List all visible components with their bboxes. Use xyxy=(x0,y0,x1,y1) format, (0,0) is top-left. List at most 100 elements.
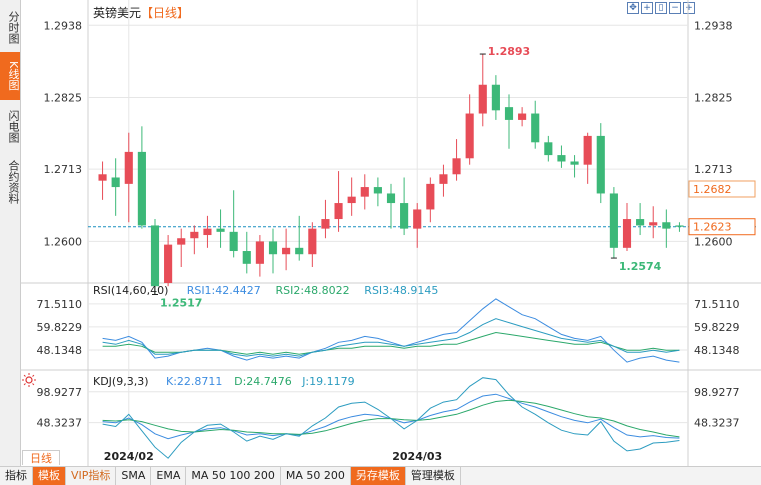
candle-body xyxy=(98,174,107,181)
zoom-in-icon[interactable]: + xyxy=(683,2,695,14)
x-axis-tick: 2024/03 xyxy=(392,450,442,463)
candle xyxy=(190,225,199,255)
indicator-legend-value: J:19.1179 xyxy=(301,375,354,388)
period-tab-daily[interactable]: 日线 xyxy=(22,450,60,465)
candle xyxy=(177,228,186,268)
candle-body xyxy=(268,241,278,255)
candle xyxy=(360,174,369,210)
candle-body xyxy=(360,187,369,197)
price-axis-tick-right: 1.2713 xyxy=(694,163,733,176)
indicator-settings-icon xyxy=(22,373,36,387)
candle xyxy=(203,215,212,248)
crosshair-icon[interactable]: + xyxy=(641,2,653,14)
candle-body xyxy=(596,135,605,194)
price-axis-tick-right: 1.2938 xyxy=(694,19,733,32)
high-annotation: 1.2893 xyxy=(488,45,530,58)
candle xyxy=(111,158,120,216)
candle-body xyxy=(518,113,527,120)
candle xyxy=(164,235,173,287)
candle-body xyxy=(295,247,304,255)
ema-button[interactable]: EMA xyxy=(151,467,187,485)
price-axis-tick-right: 1.2825 xyxy=(694,92,733,105)
price-axis-tick-left: 1.2825 xyxy=(44,92,83,105)
indicator-axis-tick-right: 48.1348 xyxy=(694,344,740,357)
sma-button[interactable]: SMA xyxy=(116,467,152,485)
candle-body xyxy=(478,84,487,114)
indicator-axis-tick-left: 98.9277 xyxy=(37,386,83,399)
indicator-line xyxy=(102,298,680,363)
candle xyxy=(295,215,304,261)
candle-body xyxy=(177,238,186,245)
move-icon[interactable]: ✥ xyxy=(627,2,639,14)
chart-toolbar: ✥ + ▯ − + xyxy=(627,2,695,14)
indicator-label: KDJ(9,3,3) xyxy=(93,375,149,388)
candle xyxy=(544,135,553,162)
latest-price-box xyxy=(688,180,756,198)
latest-price-label: 1.2682 xyxy=(693,183,732,196)
low-annotation-2: 1.2574 xyxy=(619,260,662,273)
candle-body xyxy=(229,231,238,252)
candle-body xyxy=(426,183,435,210)
candle xyxy=(216,209,225,248)
candle xyxy=(137,126,146,229)
tab-kline-chart[interactable]: K线图 xyxy=(0,52,20,100)
bottom-toolbar: 指标 模板 VIP指标 SMA EMA MA 50 100 200 MA 50 … xyxy=(0,466,761,485)
candle xyxy=(557,145,566,168)
candle-body xyxy=(308,228,317,255)
candle-body xyxy=(400,203,409,229)
current-price-label: 1.2623 xyxy=(693,221,732,234)
save-template-button[interactable]: 另存模板 xyxy=(350,467,406,485)
candle xyxy=(255,235,264,277)
candle xyxy=(150,219,160,295)
indicator-line xyxy=(102,318,680,357)
candle xyxy=(308,222,317,268)
price-axis-tick-left: 1.2600 xyxy=(44,235,83,248)
candle xyxy=(478,54,487,127)
template-button[interactable]: 模板 xyxy=(33,467,66,485)
indicator-button[interactable]: 指标 xyxy=(0,467,33,485)
x-axis-tick: 2024/02 xyxy=(104,450,154,463)
candle-body xyxy=(282,247,291,255)
zoom-icon[interactable]: ▯ xyxy=(655,2,667,14)
candle-body xyxy=(386,193,396,204)
candle xyxy=(347,177,356,216)
indicator-line xyxy=(102,377,680,459)
candle xyxy=(439,164,448,197)
candle-body xyxy=(570,161,579,165)
manage-template-button[interactable]: 管理模板 xyxy=(406,467,461,485)
candle-body xyxy=(622,219,632,248)
candle-body xyxy=(649,222,658,226)
tab-time-chart[interactable]: 分时图 xyxy=(7,10,20,44)
tab-flash-chart[interactable]: 闪电图 xyxy=(7,109,20,143)
candle xyxy=(452,139,461,181)
candle-body xyxy=(531,113,540,143)
ma-50-100-200-button[interactable]: MA 50 100 200 xyxy=(186,467,281,485)
tab-contract-info[interactable]: 合约资料 xyxy=(7,160,20,204)
vip-indicator-button[interactable]: VIP指标 xyxy=(66,467,117,485)
candle-body xyxy=(255,241,264,264)
indicator-axis-tick-right: 48.3237 xyxy=(694,417,740,430)
candle-body xyxy=(164,244,173,283)
candle-body xyxy=(504,107,514,120)
indicator-axis-tick-right: 98.9277 xyxy=(694,386,740,399)
candle-body xyxy=(150,225,160,287)
ma-50-200-button[interactable]: MA 50 200 xyxy=(281,467,351,485)
candle-body xyxy=(321,219,330,229)
indicator-axis-tick-right: 59.8229 xyxy=(694,321,740,334)
candle xyxy=(649,206,658,239)
candle xyxy=(609,187,618,259)
indicator-axis-tick-left: 71.5110 xyxy=(37,298,83,311)
candle xyxy=(518,107,527,127)
price-axis-tick-left: 1.2713 xyxy=(44,163,83,176)
candle-body xyxy=(491,84,500,111)
candle xyxy=(596,123,605,204)
candle-body xyxy=(413,209,422,229)
candle-body xyxy=(124,151,133,184)
zoom-out-icon[interactable]: − xyxy=(669,2,681,14)
candle-body xyxy=(636,219,645,226)
candle-body xyxy=(583,135,592,165)
candle xyxy=(491,75,500,120)
candle-body xyxy=(452,158,461,175)
kline-chart[interactable]: 1.2938 1.2938 1.2825 1.2825 1.2713 1.2713 1.26… xyxy=(0,0,761,466)
current-price-box xyxy=(688,218,756,236)
